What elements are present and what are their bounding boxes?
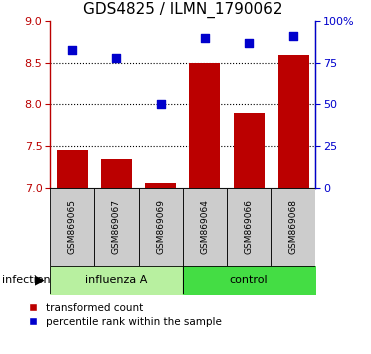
Bar xyxy=(189,63,220,188)
Bar xyxy=(138,188,183,266)
Text: control: control xyxy=(230,275,268,285)
Bar xyxy=(183,188,227,266)
Point xyxy=(158,102,164,107)
Bar xyxy=(278,55,309,188)
Bar xyxy=(227,188,271,266)
Point xyxy=(290,33,296,39)
Point xyxy=(69,47,75,52)
Text: infection: infection xyxy=(2,275,50,285)
Point xyxy=(246,40,252,46)
Text: GSM869065: GSM869065 xyxy=(68,199,77,254)
Legend: transformed count, percentile rank within the sample: transformed count, percentile rank withi… xyxy=(27,303,222,327)
Bar xyxy=(145,183,176,188)
Point xyxy=(202,35,208,41)
Text: GSM869068: GSM869068 xyxy=(289,199,298,254)
Bar xyxy=(271,188,315,266)
Title: GDS4825 / ILMN_1790062: GDS4825 / ILMN_1790062 xyxy=(83,2,282,18)
Point xyxy=(114,55,119,61)
Bar xyxy=(50,188,94,266)
Bar xyxy=(101,159,132,188)
Bar xyxy=(57,150,88,188)
Text: GSM869067: GSM869067 xyxy=(112,199,121,254)
Text: GSM869069: GSM869069 xyxy=(156,199,165,254)
Text: GSM869066: GSM869066 xyxy=(244,199,253,254)
Text: GSM869064: GSM869064 xyxy=(200,199,209,254)
Text: influenza A: influenza A xyxy=(85,275,148,285)
Text: ▶: ▶ xyxy=(35,273,45,286)
Bar xyxy=(94,188,138,266)
Bar xyxy=(234,113,265,188)
